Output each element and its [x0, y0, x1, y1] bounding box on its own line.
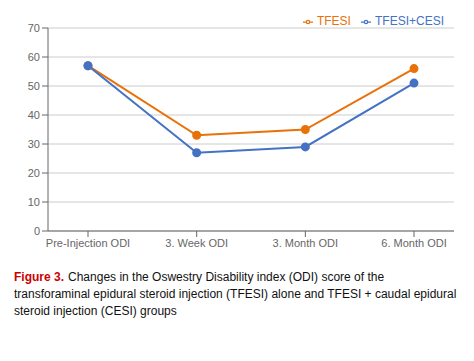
svg-text:3. Week ODI: 3. Week ODI	[165, 237, 228, 249]
html-text:Figure 3. Changes in the Oswes: Figure 3. Changes in the Oswestry Disabi…	[14, 270, 457, 318]
svg-text:6. Month ODI: 6. Month ODI	[381, 237, 446, 249]
svg-text:50: 50	[28, 80, 40, 92]
svg-text:0: 0	[34, 225, 40, 237]
svg-text:10: 10	[28, 196, 40, 208]
svg-text:3. Month ODI: 3. Month ODI	[273, 237, 338, 249]
svg-text:20: 20	[28, 167, 40, 179]
svg-text:30: 30	[28, 138, 40, 150]
html-text:TFESI+CESI: TFESI+CESI	[375, 14, 444, 28]
svg-text:40: 40	[28, 109, 40, 121]
svg-text:60: 60	[28, 51, 40, 63]
svg-text:Pre-Injection ODI: Pre-Injection ODI	[46, 237, 130, 249]
html-text:TFESI: TFESI	[317, 14, 351, 28]
svg-text:70: 70	[28, 22, 40, 34]
